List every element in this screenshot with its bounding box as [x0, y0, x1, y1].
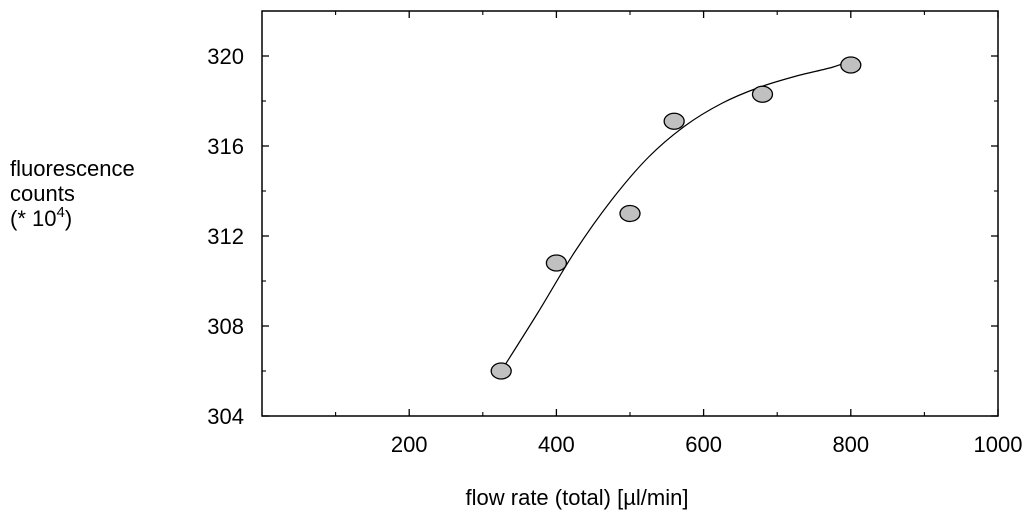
- x-tick-label: 1000: [974, 432, 1023, 457]
- data-point: [663, 112, 685, 130]
- x-tick-label: 200: [391, 432, 428, 457]
- ticks: [262, 11, 999, 417]
- x-tick-label: 800: [832, 432, 869, 457]
- tick-labels: 200 400 600 800 1000 304 308 312 316 320: [207, 44, 1022, 457]
- y-axis-label-line-2: counts: [10, 181, 75, 206]
- y-tick-label: 312: [207, 224, 244, 249]
- y-axis-label-line-1: fluorescence: [10, 156, 135, 181]
- y-axis-label-line-3: (* 104): [10, 204, 135, 231]
- y-axis-label: fluorescence counts (* 104): [10, 156, 135, 231]
- y-tick-label: 304: [207, 404, 244, 429]
- x-tick-label: 600: [685, 432, 722, 457]
- y-tick-label: 308: [207, 314, 244, 339]
- data-point: [751, 85, 774, 103]
- x-axis-label: flow rate (total) [µl/min]: [465, 485, 689, 510]
- y-axis-label-suffix: ): [64, 206, 73, 231]
- x-tick-label: 400: [538, 432, 575, 457]
- data-point: [490, 362, 512, 380]
- y-tick-label: 320: [207, 44, 244, 69]
- y-axis-label-exponent: 4: [56, 204, 65, 221]
- data-markers: [490, 56, 862, 380]
- data-point: [619, 204, 641, 223]
- data-point: [840, 56, 862, 74]
- y-tick-label: 316: [207, 134, 244, 159]
- data-point: [545, 254, 568, 272]
- y-axis-label-prefix: (* 10: [10, 206, 57, 231]
- fit-curve: [500, 59, 852, 372]
